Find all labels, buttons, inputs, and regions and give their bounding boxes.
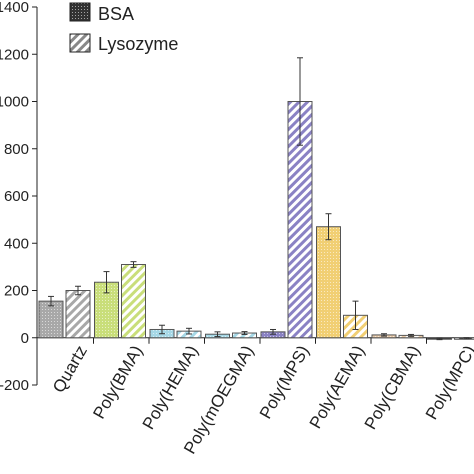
axes: -200 0 200 400 600 800 1000 1200 1400 [0,0,474,394]
y-tick-label: 1400 [0,0,29,16]
y-tick-label: 400 [4,235,29,252]
bars [38,57,474,341]
legend-swatch-lysozyme [69,33,91,53]
category-label: Poly(MPS) [256,342,313,422]
y-tick-label: 200 [4,283,29,300]
y-tick-label: 1200 [0,46,29,63]
bar-bsa-5 [316,226,341,339]
category-label: Poly(AEMA) [306,342,369,432]
category-label: Poly(HEMA) [139,342,202,432]
legend-swatch-bsa [69,2,91,22]
y-tick-label: 800 [4,141,29,158]
bar-bsa-0 [38,300,64,339]
category-label: Poly(MPC) [422,342,474,423]
bar-lysozyme-0 [65,290,91,339]
y-tick-label: 1000 [0,94,29,111]
legend-label-lysozyme: Lysozyme [98,34,178,54]
category-label: Poly(BMA) [89,342,146,422]
category-label: Quartz [49,342,91,396]
y-tick-label: 600 [4,188,29,205]
y-tick-label: 0 [21,330,29,347]
legend: BSA Lysozyme [69,2,178,54]
category-labels: QuartzPoly(BMA)Poly(HEMA)Poly(mOEGMA)Pol… [49,342,474,457]
category-label: Poly(CBMA) [361,342,424,432]
legend-label-bsa: BSA [98,4,134,24]
bar-lysozyme-1 [121,264,146,339]
y-tick-label: -200 [0,377,29,394]
